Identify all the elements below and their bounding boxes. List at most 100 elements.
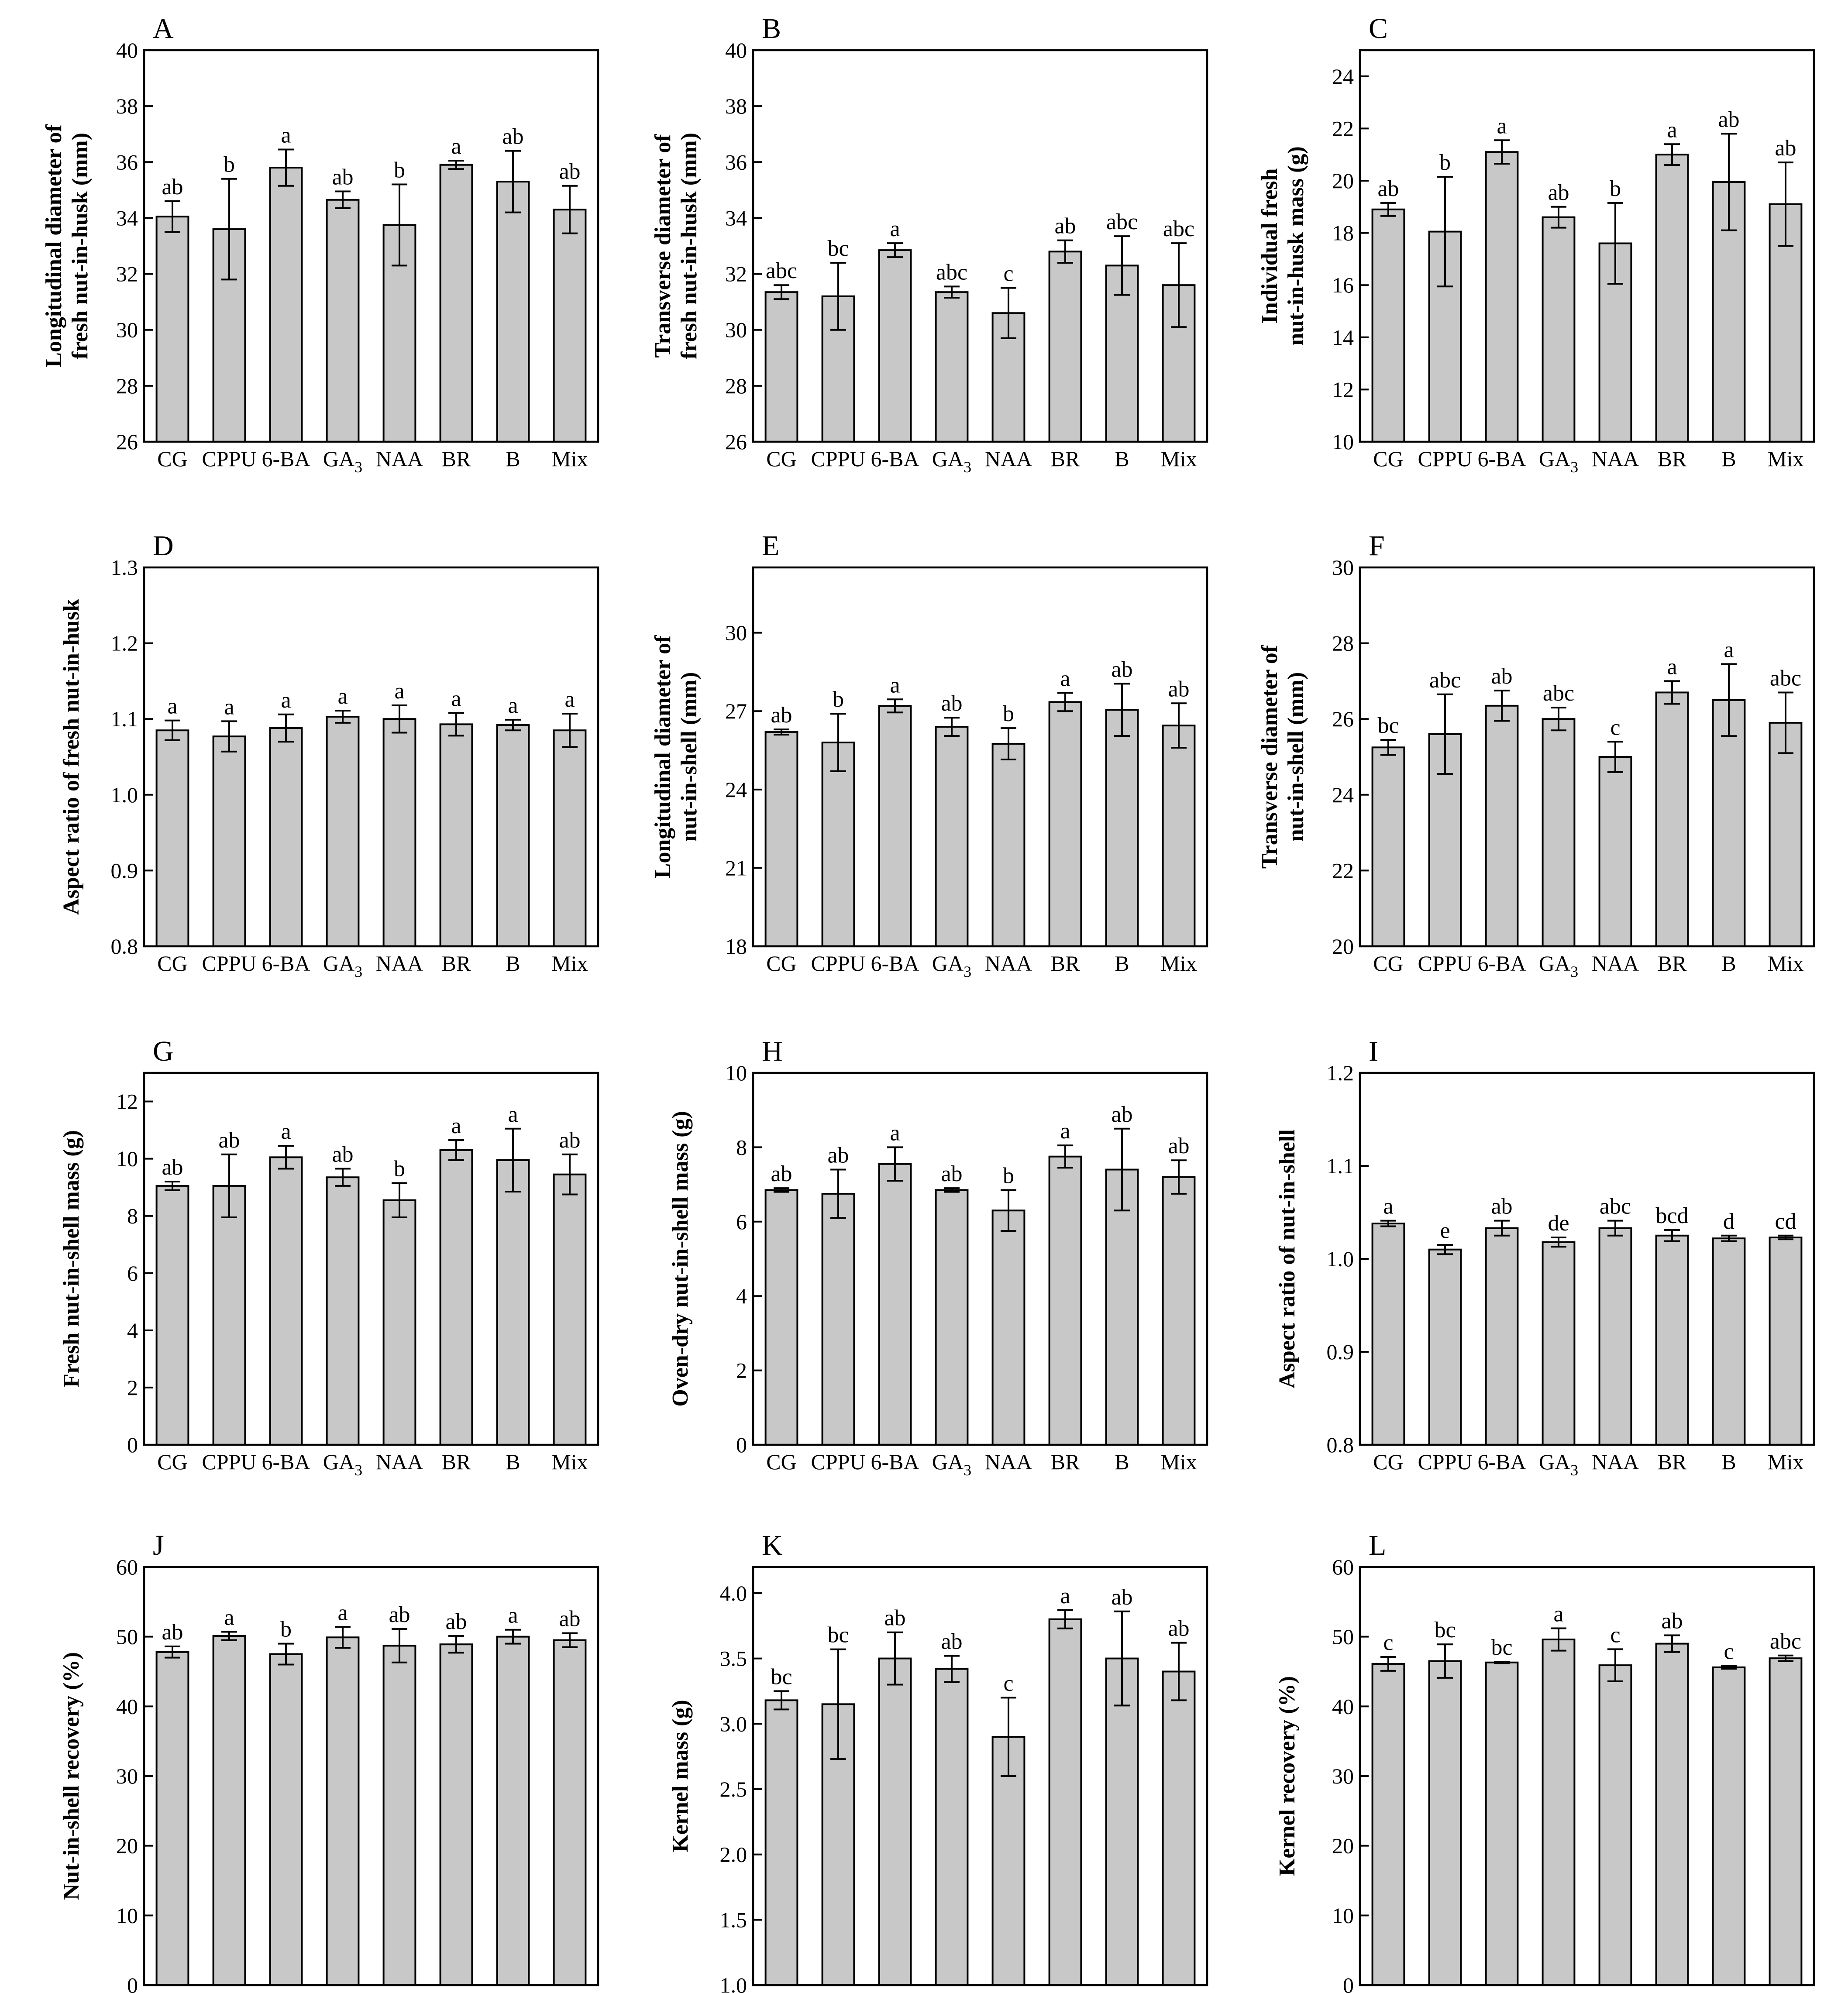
bar	[496, 181, 530, 443]
y-tick-label: 16	[1332, 273, 1354, 297]
y-axis-label: Kernel mass (g)	[668, 1700, 693, 1852]
category-label: CPPU	[1418, 1450, 1472, 1474]
y-tick-label: 24	[1332, 64, 1354, 89]
panel-h: H 0 2 4 6 8 10 ab CG ab CPPU a 6-BA ab GA3 b NAA a BR ab Bab…	[668, 1035, 1208, 1479]
significance-letter: b	[394, 158, 405, 183]
significance-letter: a	[281, 688, 291, 713]
bar	[935, 1668, 969, 1986]
bar	[878, 705, 912, 947]
y-tick-label: 0.9	[111, 858, 138, 883]
category-label: NAA	[1592, 1990, 1639, 1993]
bar	[1769, 1237, 1803, 1446]
significance-letter: b	[833, 687, 844, 712]
bar	[553, 1639, 587, 1986]
significance-letter: ab	[332, 165, 353, 190]
y-tick-label: 2.0	[720, 1842, 747, 1867]
y-tick-label: 1.0	[111, 783, 138, 807]
y-tick-label: 34	[116, 206, 138, 230]
category-label: CG	[1373, 1450, 1403, 1474]
category-label: CPPU	[202, 447, 256, 471]
y-tick-label: 38	[116, 94, 138, 118]
significance-letter: ab	[1111, 1102, 1132, 1127]
panel-letter: H	[762, 1035, 783, 1067]
significance-letter: ab	[162, 175, 183, 199]
category-label: BR	[1051, 951, 1080, 976]
significance-letter: ab	[1054, 214, 1076, 239]
bar	[821, 742, 855, 947]
significance-letter: ab	[502, 124, 523, 149]
bar	[1485, 151, 1519, 443]
plot-frame	[143, 1566, 599, 1986]
category-label: 6-BA	[1477, 951, 1526, 976]
y-tick-label: 4	[127, 1318, 138, 1343]
significance-letter: abc	[1543, 681, 1574, 706]
bar	[1769, 1657, 1803, 1986]
category-label: CG	[1373, 1990, 1403, 1993]
significance-letter: a	[1060, 1584, 1070, 1608]
y-axis-label-line: Transverse diameter of	[1257, 645, 1282, 869]
plot-frame	[1359, 1566, 1815, 1986]
significance-letter: ab	[162, 1620, 183, 1645]
significance-letter: ab	[1168, 1616, 1189, 1641]
category-label: B	[1721, 1990, 1736, 1993]
y-tick-label: 10	[1332, 1903, 1354, 1928]
significance-letter: ab	[1168, 1134, 1189, 1158]
plot-frame	[752, 1072, 1208, 1446]
category-label: B	[506, 951, 520, 976]
y-axis-label-line: Nut-in-shell recovery (%)	[59, 1652, 84, 1900]
y-tick-label: 2.5	[720, 1777, 747, 1801]
panel-i: I 0.8 0.9 1.0 1.1 1.2 a CG e CPPU ab 6-BA de GA3 abc NA…	[1275, 1035, 1815, 1479]
y-axis-label-line: fresh nut-in-husk (mm)	[677, 133, 702, 359]
category-label: GA3	[932, 447, 971, 476]
bar	[553, 1173, 587, 1446]
plot-frame	[752, 49, 1208, 443]
bar	[326, 199, 360, 443]
bar	[212, 1635, 246, 1986]
category-label: GA3	[1539, 1450, 1578, 1479]
bar	[496, 724, 530, 947]
y-tick-label: 14	[1332, 325, 1354, 350]
category-label: CPPU	[202, 1450, 256, 1474]
significance-letter: ab	[1661, 1608, 1683, 1633]
y-tick-label: 22	[1332, 858, 1354, 883]
y-tick-label: 2	[127, 1375, 138, 1400]
y-tick-label: 10	[116, 1903, 138, 1928]
y-tick-label: 3.5	[720, 1646, 747, 1671]
bar	[1655, 1643, 1689, 1986]
y-tick-label: 6	[736, 1210, 747, 1234]
significance-letter: bc	[1434, 1618, 1456, 1643]
category-label: Mix	[1767, 951, 1803, 976]
category-label: GA3	[1539, 1990, 1578, 1993]
category-label: CPPU	[202, 951, 256, 976]
significance-letter: a	[337, 1600, 348, 1625]
y-tick-label: 26	[1332, 707, 1354, 731]
significance-letter: c	[1003, 261, 1013, 286]
category-label: CPPU	[811, 1450, 865, 1474]
category-label: GA3	[323, 951, 362, 980]
significance-letter: ab	[445, 1609, 467, 1634]
bar	[1769, 722, 1803, 947]
significance-letter: b	[394, 1156, 405, 1181]
category-label: NAA	[376, 1450, 423, 1474]
y-tick-label: 12	[1332, 377, 1354, 402]
y-axis-label-line: Kernel mass (g)	[668, 1700, 693, 1852]
significance-letter: ab	[1111, 1585, 1132, 1610]
plot-frame	[143, 566, 599, 948]
significance-letter: ab	[1775, 136, 1796, 161]
y-axis-label: Nut-in-shell recovery (%)	[59, 1652, 84, 1900]
bar	[326, 1176, 360, 1446]
category-label: B	[1115, 447, 1129, 471]
bar	[1485, 1227, 1519, 1446]
significance-letter: b	[1439, 150, 1451, 175]
bar	[1712, 1666, 1746, 1986]
bar	[1105, 709, 1139, 947]
y-axis-label-line: Aspect ratio of nut-in-shell	[1275, 1129, 1300, 1388]
category-label: Mix	[1767, 1990, 1803, 1993]
bar	[764, 1699, 798, 1986]
y-tick-label: 0	[127, 1973, 138, 1993]
bar	[1162, 1176, 1196, 1446]
y-tick-label: 1.0	[720, 1973, 747, 1993]
y-tick-label: 26	[725, 430, 747, 454]
significance-letter: ab	[1491, 1194, 1512, 1219]
significance-letter: ab	[559, 159, 580, 184]
